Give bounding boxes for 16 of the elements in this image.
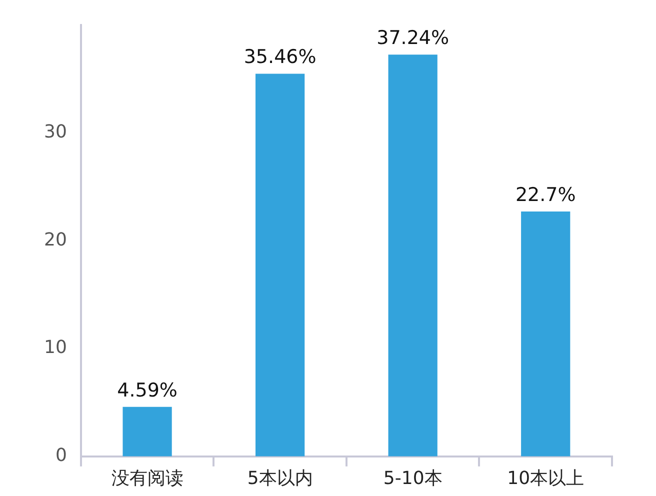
data-label: 4.59%: [117, 379, 178, 402]
bar: [122, 406, 172, 456]
bar: [388, 54, 438, 456]
data-label: 22.7%: [515, 184, 576, 206]
y-tick-label: 10: [44, 337, 67, 358]
y-tick-label: 0: [55, 445, 67, 466]
y-tick-label: 20: [44, 229, 67, 250]
x-tick-label: 5-10本: [383, 468, 442, 489]
bar: [256, 74, 305, 456]
data-label: 35.46%: [244, 46, 316, 68]
y-tick-label: 30: [44, 121, 67, 142]
x-tick-label: 没有阅读: [111, 468, 184, 489]
x-tick-label: 10本以上: [507, 468, 584, 489]
x-tick-label: 5本以内: [247, 468, 313, 489]
bar: [521, 211, 570, 456]
data-label: 37.24%: [376, 27, 450, 50]
